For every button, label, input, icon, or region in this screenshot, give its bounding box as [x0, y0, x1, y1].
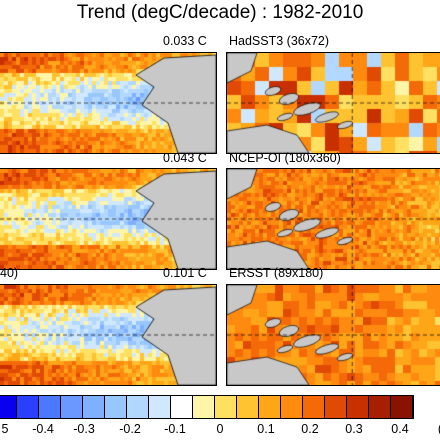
- colorbar-label: (: [438, 422, 440, 436]
- colorbar-swatch-1: [17, 396, 39, 418]
- colorbar-swatch-0: [0, 396, 17, 418]
- colorbar-label: -0.2: [119, 422, 141, 436]
- map-right-1-canvas: [227, 53, 440, 153]
- colorbar-label: 0.2: [301, 422, 319, 436]
- panel-right-3-title: ERSST (89x180): [229, 266, 324, 280]
- colorbar-swatch-8: [171, 396, 193, 418]
- map-left-2-canvas: [0, 169, 216, 269]
- map-panel-right-1: [226, 52, 440, 154]
- colorbar-swatch-7: [149, 396, 171, 418]
- colorbar-label: 0.4: [391, 422, 409, 436]
- colorbar-swatch-16: [347, 396, 369, 418]
- colorbar-swatch-11: [237, 396, 259, 418]
- colorbar-swatch-5: [105, 396, 127, 418]
- colorbar-label: 0: [216, 422, 224, 436]
- colorbar-swatch-3: [61, 396, 83, 418]
- panel-left-1-value: 0.033 C: [163, 34, 207, 48]
- map-right-2-canvas: [227, 169, 440, 269]
- panel-left-2-value: 0.043 C: [163, 151, 207, 165]
- colorbar-label: -0.1: [164, 422, 186, 436]
- map-panel-right-2: [226, 168, 440, 270]
- map-panel-left-2: [0, 168, 217, 270]
- colorbar-swatch-9: [193, 396, 215, 418]
- colorbar-swatch-6: [127, 396, 149, 418]
- map-right-3-canvas: [227, 285, 440, 385]
- figure-title: Trend (degC/decade) : 1982-2010: [76, 2, 364, 23]
- colorbar-swatch-4: [83, 396, 105, 418]
- colorbar-swatch-2: [39, 396, 61, 418]
- colorbar-label: 0.3: [345, 422, 363, 436]
- map-panel-left-3: [0, 284, 217, 386]
- colorbar-label: 0.1: [257, 422, 275, 436]
- colorbar-swatch-18: [391, 396, 413, 418]
- colorbar-label: -0.3: [73, 422, 95, 436]
- colorbar-swatch-15: [325, 396, 347, 418]
- panel-right-1-title: HadSST3 (36x72): [229, 34, 330, 48]
- map-panel-left-1: [0, 52, 217, 154]
- panel-left-3-value: 0.101 C: [163, 266, 207, 280]
- colorbar-label: -0.4: [32, 422, 54, 436]
- colorbar-swatch-14: [303, 396, 325, 418]
- colorbar-label: 5: [1, 422, 9, 436]
- colorbar: [0, 395, 414, 419]
- colorbar-swatch-12: [259, 396, 281, 418]
- panel-left-3-title: 40): [0, 266, 19, 280]
- colorbar-swatch-10: [215, 396, 237, 418]
- map-panel-right-3: [226, 284, 440, 386]
- panel-right-2-title: NCEP-OI (180x360): [229, 151, 341, 165]
- map-left-1-canvas: [0, 53, 216, 153]
- colorbar-swatch-13: [281, 396, 303, 418]
- colorbar-swatch-17: [369, 396, 391, 418]
- map-left-3-canvas: [0, 285, 216, 385]
